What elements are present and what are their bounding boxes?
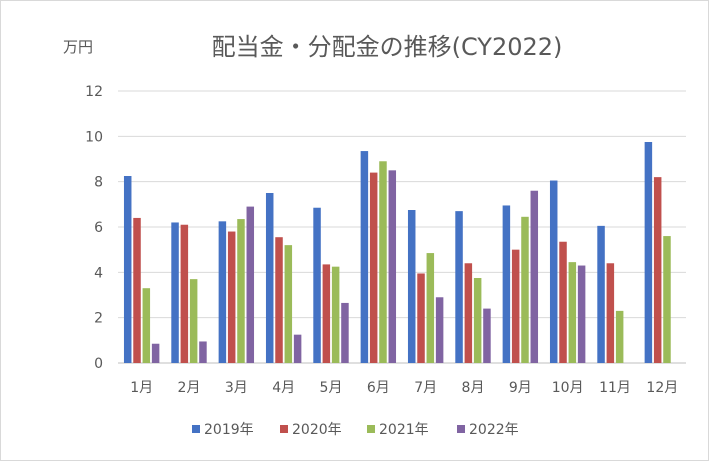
bars (123, 142, 671, 363)
bar-2-8 (464, 263, 473, 363)
bar-2-11 (606, 263, 615, 363)
chart-title: 配当金・分配金の推移(CY2022) (212, 33, 563, 61)
bar-2-1 (133, 217, 141, 363)
bar-4-2 (199, 341, 207, 363)
x-tick-label: 1月 (130, 380, 153, 396)
bar-3-5 (331, 266, 340, 363)
bar-2-3 (227, 231, 236, 363)
bar-3-12 (663, 236, 671, 363)
gridlines (118, 90, 686, 364)
x-tick-label: 6月 (367, 380, 390, 396)
bar-4-6 (388, 170, 397, 363)
bar-1-9 (502, 205, 511, 363)
y-tick-label: 6 (94, 220, 103, 236)
bar-1-7 (407, 210, 416, 363)
bar-2-2 (180, 224, 189, 363)
bar-1-3 (218, 221, 227, 363)
legend: 2019年 2020年 2021年 2022年 (192, 422, 519, 438)
bar-2-9 (511, 249, 520, 363)
bar-4-4 (293, 334, 302, 363)
y-unit-label: 万円 (63, 38, 93, 56)
bar-1-10 (549, 180, 558, 363)
bar-1-8 (455, 211, 463, 363)
legend-swatch (192, 425, 200, 433)
legend-swatch (367, 425, 375, 433)
y-tick-label: 8 (94, 175, 103, 191)
bar-4-10 (577, 265, 586, 363)
bar-2-12 (653, 177, 662, 363)
bar-2-10 (559, 241, 567, 363)
bar-1-11 (597, 225, 605, 363)
bar-3-9 (521, 216, 529, 363)
x-axis-ticks: 1月 2月 3月 4月 5月 6月 7月 8月 9月 10月 11月 12月 (130, 380, 678, 396)
bar-3-6 (379, 161, 387, 363)
bar-3-11 (615, 310, 624, 363)
legend-label: 2021年 (379, 422, 429, 438)
bar-1-12 (644, 142, 653, 363)
bar-2-7 (417, 273, 425, 363)
bar-3-4 (284, 245, 293, 363)
bar-2-6 (369, 172, 378, 363)
legend-label: 2020年 (292, 422, 342, 438)
bar-3-8 (473, 278, 482, 363)
bar-2-5 (322, 264, 331, 363)
bar-3-1 (142, 288, 151, 363)
x-tick-label: 3月 (225, 380, 248, 396)
x-tick-label: 11月 (599, 380, 631, 396)
x-tick-label: 2月 (178, 380, 201, 396)
bar-3-2 (189, 279, 198, 363)
bar-1-2 (171, 222, 179, 363)
y-tick-label: 12 (85, 84, 103, 100)
bar-3-3 (237, 219, 245, 363)
bar-1-5 (313, 207, 321, 363)
bar-4-3 (246, 206, 255, 363)
x-tick-label: 9月 (509, 380, 532, 396)
bar-3-7 (426, 253, 435, 363)
legend-swatch (457, 425, 465, 433)
legend-swatch (280, 425, 288, 433)
x-tick-label: 5月 (320, 380, 343, 396)
bar-4-1 (151, 343, 160, 363)
y-tick-label: 2 (94, 311, 103, 327)
x-tick-label: 8月 (462, 380, 485, 396)
y-axis-ticks: 0 2 4 6 8 10 12 (85, 84, 103, 372)
legend-label: 2022年 (469, 422, 519, 438)
bar-4-7 (435, 297, 444, 363)
y-tick-label: 10 (85, 129, 103, 145)
bar-1-6 (360, 151, 369, 363)
bar-1-4 (265, 193, 274, 363)
x-tick-label: 10月 (552, 380, 584, 396)
bar-3-10 (568, 262, 577, 363)
y-tick-label: 0 (94, 356, 103, 372)
legend-label: 2019年 (204, 422, 254, 438)
x-tick-label: 4月 (272, 380, 295, 396)
y-tick-label: 4 (94, 265, 103, 281)
bar-4-8 (483, 308, 491, 363)
bar-2-4 (275, 237, 283, 363)
bar-4-9 (530, 190, 539, 363)
x-tick-label: 12月 (646, 380, 678, 396)
x-tick-label: 7月 (414, 380, 437, 396)
bar-4-5 (341, 302, 349, 363)
bar-1-1 (123, 176, 132, 363)
